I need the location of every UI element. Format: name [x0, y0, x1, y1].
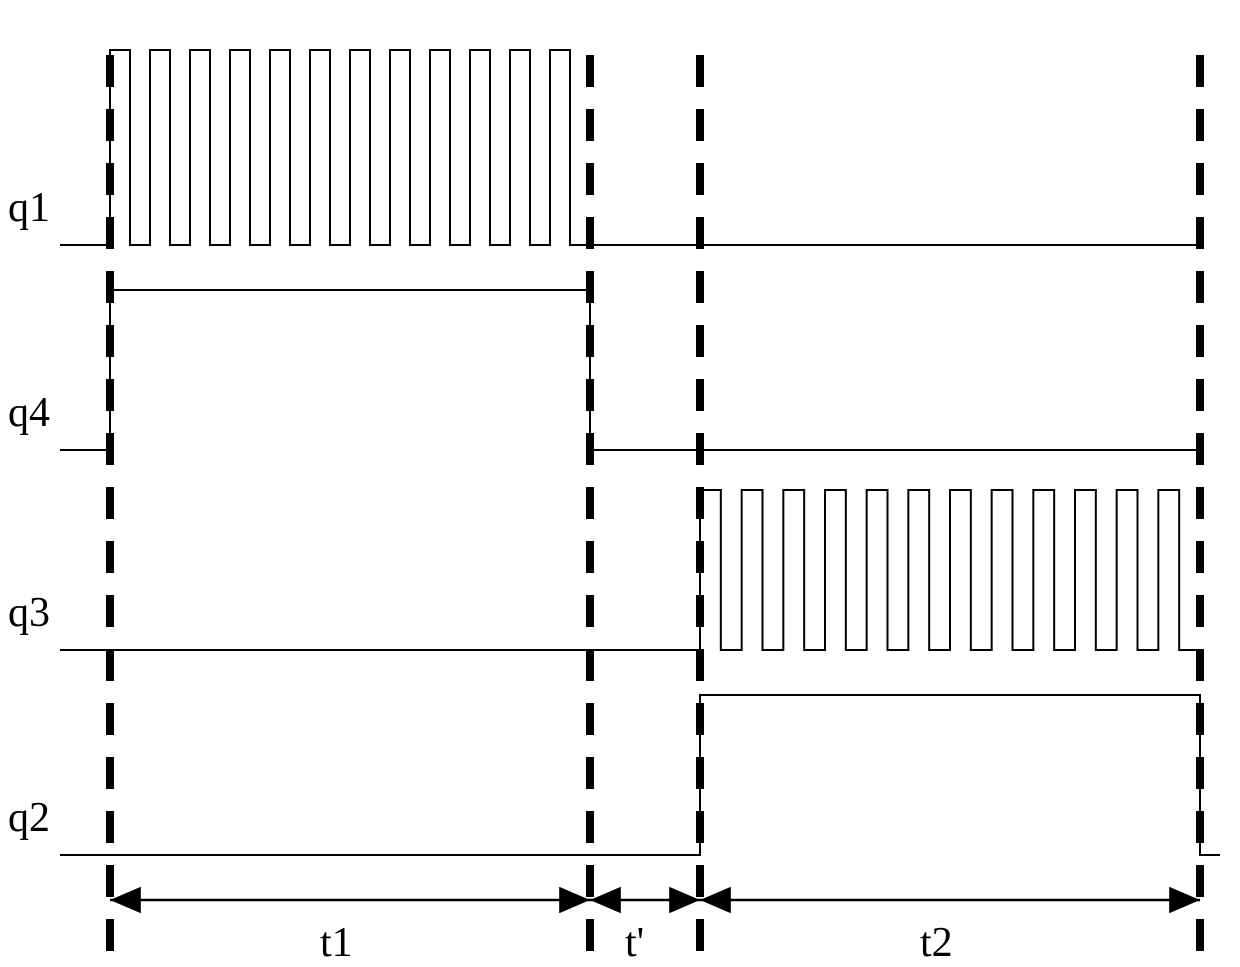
signal-label-q3: q3	[8, 589, 50, 637]
signal-label-q4: q4	[8, 389, 50, 437]
timing-diagram-container	[0, 0, 1240, 963]
time-label-t1: t1	[320, 919, 353, 967]
time-label-t2: t2	[920, 919, 953, 967]
signal-label-q1: q1	[8, 184, 50, 232]
signal-label-q2: q2	[8, 794, 50, 842]
timing-diagram-svg	[0, 0, 1240, 963]
time-label-tprime: t'	[625, 919, 644, 967]
